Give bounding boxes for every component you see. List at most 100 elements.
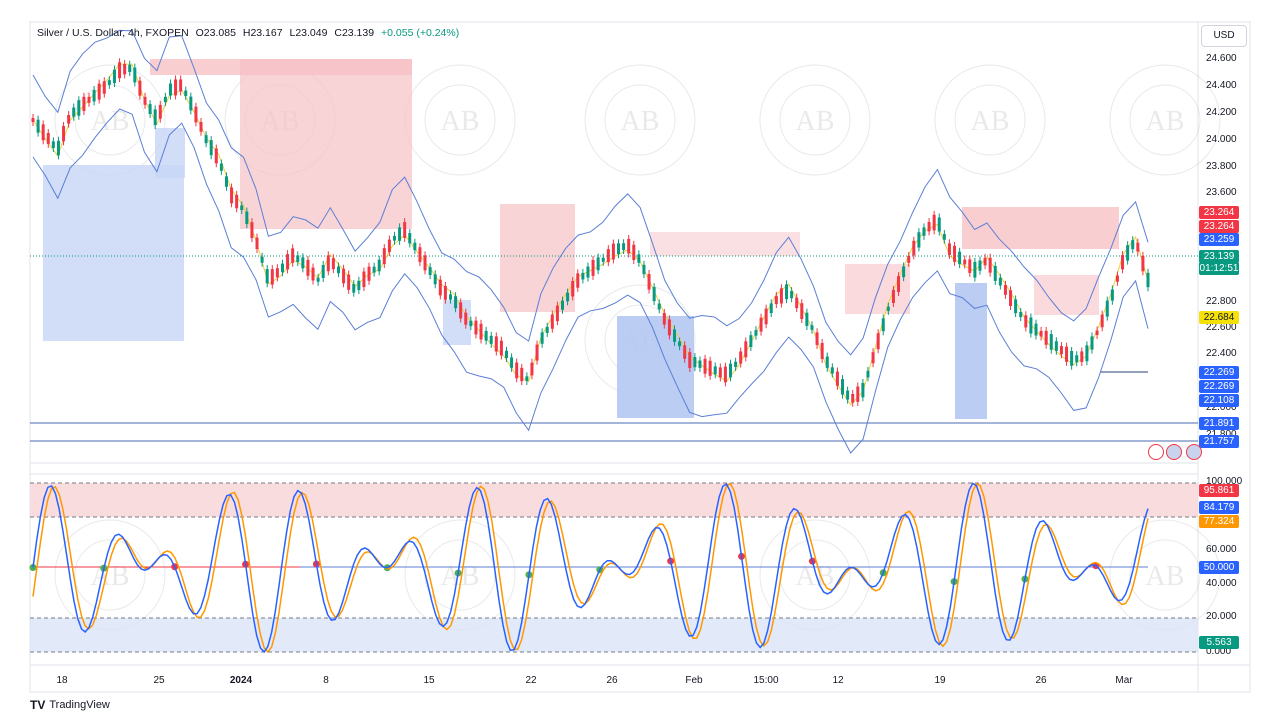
candle — [448, 294, 452, 300]
candle — [153, 109, 157, 126]
candle — [118, 62, 122, 79]
price-tick: 24.200 — [1206, 107, 1237, 118]
open-value: O23.085 — [195, 27, 236, 39]
candle — [856, 386, 860, 402]
candle — [835, 371, 839, 386]
candle — [382, 248, 386, 265]
candle — [749, 335, 753, 348]
candle — [128, 64, 132, 73]
candle — [31, 118, 35, 122]
candle — [1131, 240, 1135, 250]
candle — [179, 79, 183, 92]
candle — [280, 263, 284, 273]
candle — [102, 81, 106, 94]
lightning-icon[interactable] — [1148, 444, 1164, 460]
candle — [418, 247, 422, 263]
low-value: L23.049 — [289, 27, 328, 39]
candle — [494, 336, 498, 352]
svg-text:AB: AB — [1146, 561, 1185, 592]
osc-label: 5.563 — [1199, 636, 1239, 649]
price-tick: 23.600 — [1206, 187, 1237, 198]
candle — [464, 312, 468, 325]
candle — [469, 320, 473, 327]
candle — [62, 126, 66, 142]
candle — [291, 248, 295, 263]
candle — [983, 257, 987, 266]
candle — [525, 376, 529, 381]
candle — [1115, 275, 1119, 282]
time-tick: 18 — [56, 675, 68, 686]
candle — [1141, 255, 1145, 272]
currency-button[interactable]: USD — [1201, 25, 1247, 47]
candle — [739, 351, 743, 364]
time-tick: 26 — [606, 675, 618, 686]
candle — [759, 317, 763, 332]
osc-tick: 40.000 — [1206, 578, 1237, 589]
price-label: 23.264 — [1199, 206, 1239, 219]
candle — [174, 79, 178, 96]
stochastic-oscillator — [29, 482, 1149, 654]
price-label: 23.264 — [1199, 220, 1239, 233]
candle — [688, 352, 692, 368]
candle — [1075, 355, 1079, 363]
candle — [846, 390, 850, 400]
candle — [678, 341, 682, 347]
symbol-header: Silver / U.S. Dollar, 4h, FXOPEN O23.085… — [37, 27, 463, 39]
tradingview-logo[interactable]: TV TradingView — [30, 698, 110, 712]
candle — [214, 148, 218, 164]
time-tick: 2024 — [229, 675, 253, 686]
candle — [1034, 323, 1038, 336]
supply-demand-zones — [43, 59, 1119, 419]
oscillator-zones — [30, 482, 1198, 653]
candle — [1110, 289, 1114, 301]
candle — [72, 107, 76, 117]
candle — [275, 268, 279, 278]
time-tick: 12 — [832, 675, 844, 686]
time-tick: 15 — [423, 675, 435, 686]
candle — [51, 141, 55, 148]
candle — [148, 104, 152, 114]
candle — [347, 274, 351, 290]
flag-icon[interactable] — [1186, 444, 1202, 460]
candle — [785, 284, 789, 300]
support-lines — [30, 255, 1198, 442]
candle — [46, 133, 50, 144]
candle — [504, 350, 508, 358]
osc-label: 95.861 — [1199, 484, 1239, 497]
candle — [891, 289, 895, 303]
osc-label: 84.179 — [1199, 501, 1239, 514]
candle — [973, 261, 977, 278]
candle — [779, 288, 783, 304]
candle — [184, 90, 188, 96]
candle — [362, 271, 366, 288]
symbol-title[interactable]: Silver / U.S. Dollar, 4h, FXOPEN — [37, 27, 189, 39]
candle — [138, 80, 142, 96]
flag-icon[interactable] — [1166, 444, 1182, 460]
candle — [454, 296, 458, 309]
price-label: 23.259 — [1199, 233, 1239, 246]
candle — [540, 332, 544, 344]
candle — [622, 243, 626, 251]
candle — [265, 269, 269, 284]
price-label: 21.757 — [1199, 435, 1239, 448]
svg-text:AB: AB — [91, 561, 130, 592]
candle — [978, 260, 982, 271]
candle — [143, 96, 147, 105]
price-tick: 22.800 — [1206, 296, 1237, 307]
candle — [774, 295, 778, 305]
candle — [591, 259, 595, 276]
price-tick: 24.000 — [1206, 134, 1237, 145]
candle — [224, 176, 228, 187]
candle — [998, 277, 1002, 286]
candle — [352, 284, 356, 293]
candle — [163, 96, 167, 103]
candle — [881, 318, 885, 332]
candle — [729, 363, 733, 378]
candle — [1085, 345, 1089, 362]
candle — [1019, 311, 1023, 318]
candle — [1065, 346, 1069, 362]
candle — [112, 69, 116, 84]
candle — [866, 370, 870, 378]
